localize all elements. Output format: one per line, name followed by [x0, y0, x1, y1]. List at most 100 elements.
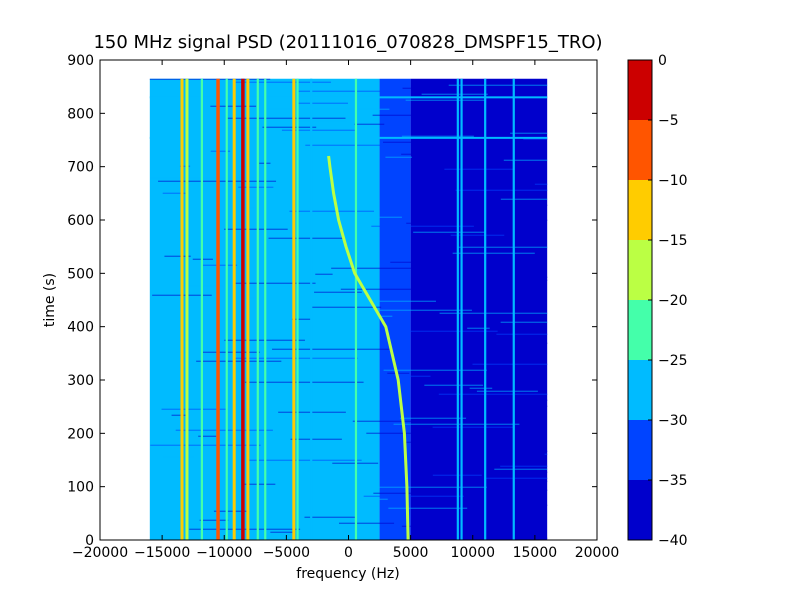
noise-streak	[438, 213, 499, 215]
noise-streak	[314, 291, 362, 293]
x-tick-label: 0	[344, 545, 353, 561]
noise-streak	[242, 297, 364, 299]
colorbar-tick-label: −15	[658, 233, 688, 249]
colorbar-band-1	[628, 420, 652, 480]
noise-streak	[456, 246, 548, 248]
colorbar-band-7	[628, 60, 652, 120]
noise-streak	[467, 327, 490, 329]
noise-streak	[149, 78, 271, 80]
noise-streak	[210, 150, 231, 152]
noise-streak	[423, 195, 541, 197]
noise-streak	[421, 93, 488, 95]
noise-streak	[161, 408, 228, 410]
noise-streak	[402, 330, 498, 332]
noise-streak	[455, 447, 504, 449]
x-axis-label: frequency (Hz)	[296, 566, 399, 582]
colorbar-tick-label: −20	[658, 293, 688, 309]
noise-streak	[466, 480, 548, 482]
noise-streak	[281, 366, 378, 368]
colorbar-tick-label: −10	[658, 173, 688, 189]
colorbar-band-0	[628, 480, 652, 540]
noise-streak	[420, 249, 546, 251]
noise-streak	[453, 201, 515, 203]
noise-streak	[266, 108, 390, 110]
y-tick-label: 400	[67, 320, 94, 336]
noise-streak	[267, 501, 309, 503]
x-tick-label: −15000	[134, 545, 190, 561]
noise-streak	[496, 333, 548, 335]
noise-streak	[189, 528, 301, 530]
spectral-line-15	[456, 78, 459, 541]
y-tick-label: 500	[67, 266, 94, 282]
noise-streak	[352, 420, 447, 422]
noise-streak	[500, 465, 548, 467]
spectral-line-9	[256, 78, 259, 541]
colorbar-tick-label: −25	[658, 353, 688, 369]
noise-streak	[530, 405, 548, 407]
x-tick-label: 20000	[575, 545, 620, 561]
x-tick-label: −20000	[72, 545, 128, 561]
noise-streak	[305, 144, 411, 146]
spectral-line-17	[484, 78, 487, 541]
noise-streak	[311, 306, 382, 308]
y-tick-label: 600	[67, 213, 94, 229]
noise-streak	[435, 396, 465, 398]
colorbar-band-6	[628, 120, 652, 180]
noise-streak	[290, 438, 342, 440]
y-tick-label: 900	[67, 53, 94, 69]
spectral-line-8	[246, 78, 250, 541]
noise-streak	[295, 120, 347, 122]
colorbar-tick-label: −30	[658, 413, 688, 429]
noise-streak	[388, 507, 468, 509]
chart-title: 150 MHz signal PSD (20111016_070828_DMSP…	[93, 32, 602, 53]
noise-streak	[150, 177, 271, 179]
noise-streak	[238, 186, 274, 188]
spectral-line-16	[460, 78, 463, 541]
noise-streak	[500, 171, 539, 173]
noise-streak	[262, 126, 317, 128]
noise-streak	[401, 135, 474, 137]
noise-streak	[522, 504, 548, 506]
noise-streak	[379, 486, 487, 488]
colorbar-tick-label: −40	[658, 533, 688, 549]
noise-streak	[291, 318, 312, 320]
spectral-line-3	[200, 78, 203, 541]
noise-streak	[248, 459, 362, 461]
noise-streak	[202, 264, 238, 266]
noise-streak	[448, 84, 548, 86]
noise-streak	[432, 426, 516, 428]
noise-streak	[243, 207, 302, 209]
noise-streak	[315, 273, 333, 275]
y-tick-label: 800	[67, 106, 94, 122]
noise-streak	[233, 81, 331, 83]
noise-streak	[544, 453, 548, 455]
noise-streak	[272, 348, 393, 350]
noise-streak	[340, 288, 471, 290]
noise-streak	[485, 477, 548, 479]
noise-streak	[462, 324, 498, 326]
noise-streak	[404, 441, 430, 443]
noise-streak	[500, 321, 548, 323]
noise-streak	[472, 363, 548, 365]
spectral-line-14	[354, 78, 358, 541]
noise-streak	[371, 225, 474, 227]
plot-area	[99, 59, 598, 541]
colorbar-tick-label: −35	[658, 473, 688, 489]
noise-streak	[298, 90, 394, 92]
noise-streak	[338, 522, 395, 524]
noise-streak	[244, 381, 364, 383]
noise-streak	[437, 240, 483, 242]
colorbar-band-2	[628, 360, 652, 420]
noise-streak	[444, 168, 514, 170]
noise-streak	[202, 351, 260, 353]
colorbar: −40 −35 −30 −25 −20 −15 −10 −5 0	[627, 53, 688, 549]
noise-streak	[507, 342, 548, 344]
noise-streak	[439, 312, 548, 314]
colorbar-band-4	[628, 240, 652, 300]
noise-streak	[363, 495, 464, 497]
y-axis-label: time (s)	[42, 273, 58, 327]
y-tick-label: 100	[67, 480, 94, 496]
horizontal-line-1	[149, 96, 548, 99]
noise-streak	[226, 117, 346, 119]
noise-streak	[383, 369, 487, 371]
